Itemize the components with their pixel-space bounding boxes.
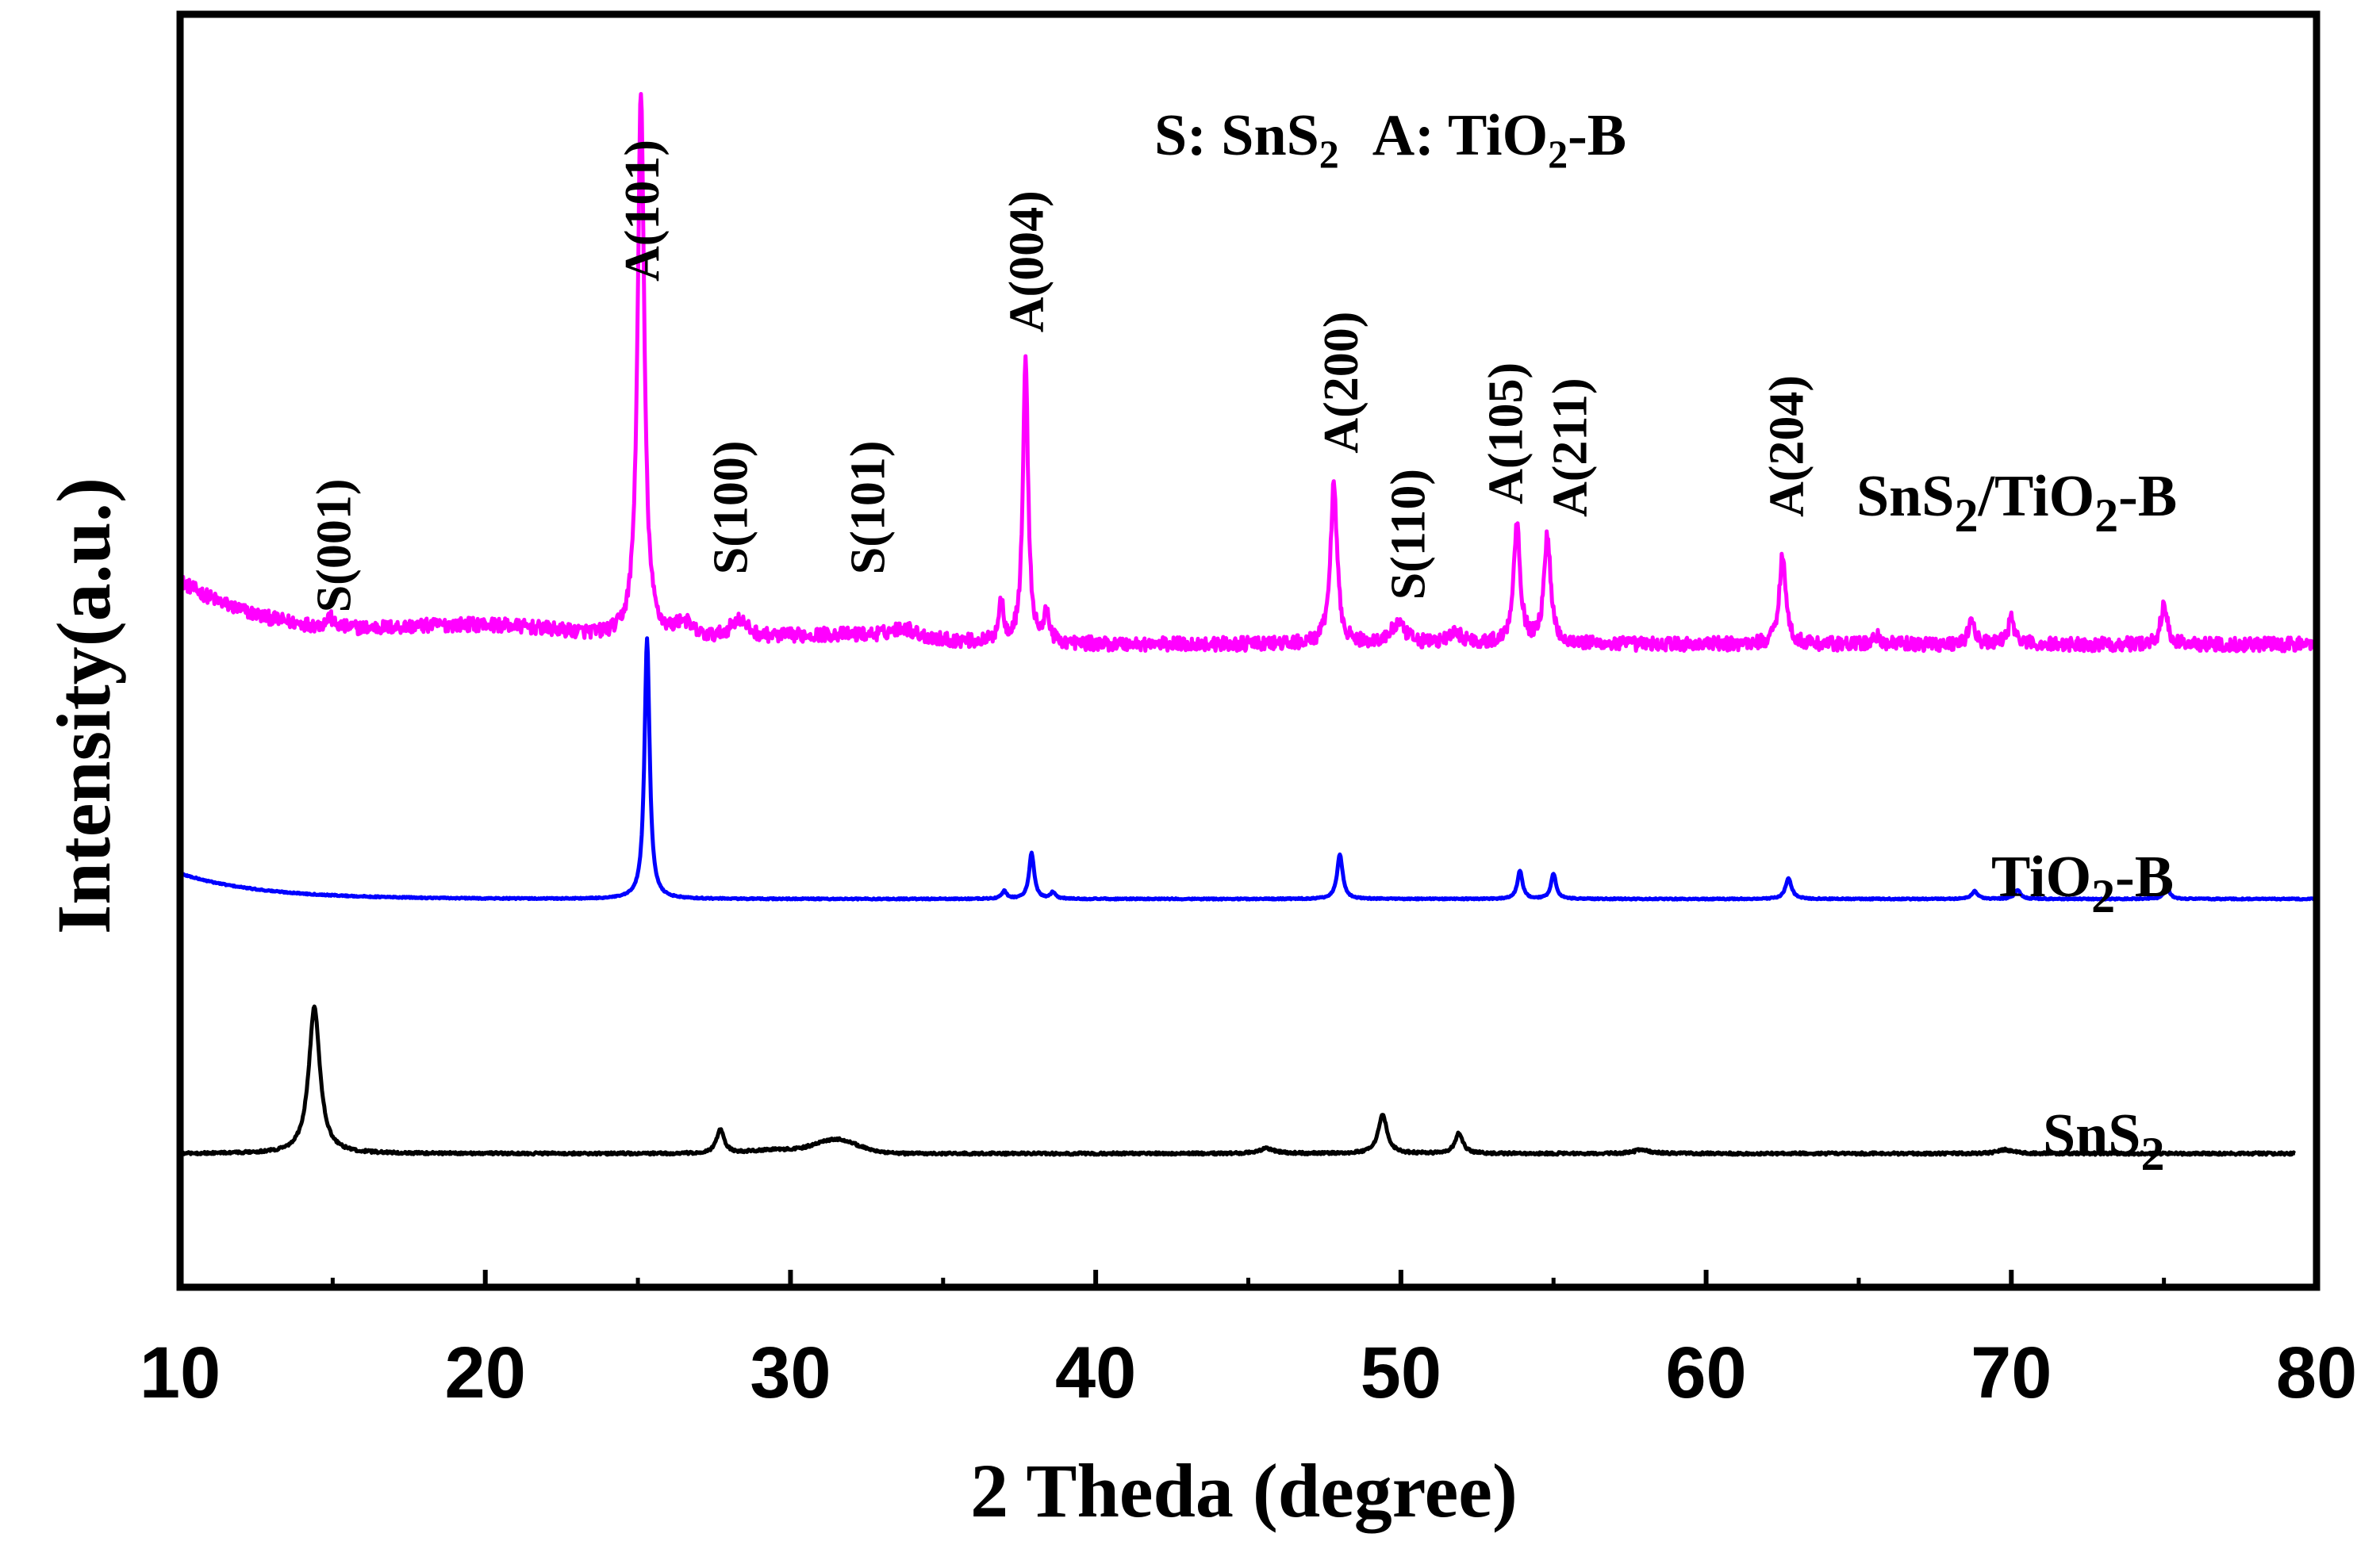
label-part: TiO bbox=[1991, 845, 2091, 910]
peak-label: A(101) bbox=[616, 140, 670, 282]
peak-label: S(001) bbox=[307, 479, 361, 613]
x-tick-label: 50 bbox=[1361, 1332, 1441, 1413]
x-tick-label: 20 bbox=[445, 1332, 526, 1413]
x-tick-label: 70 bbox=[1971, 1332, 2052, 1413]
label-part: SnS bbox=[1856, 464, 1954, 529]
peak-label: S(101) bbox=[842, 440, 896, 574]
series-label-tio2-b: TiO2-B bbox=[1991, 845, 2174, 922]
phase-key: S: SnS2 A: TiO2-B bbox=[1154, 103, 1626, 176]
peak-label: S(110) bbox=[1382, 469, 1436, 600]
peak-label: A(204) bbox=[1760, 375, 1814, 517]
y-axis-label: Intensity(a.u.) bbox=[41, 477, 126, 934]
series-label-sns2-tio2-b: SnS2/TiO2-B bbox=[1856, 464, 2177, 542]
x-axis-label: 2 Theda (degree) bbox=[970, 1448, 1518, 1533]
phase-key-s-subscript: 2 bbox=[1319, 132, 1339, 176]
peak-label: A(004) bbox=[1000, 190, 1054, 332]
label-subscript: 2 bbox=[2140, 1128, 2164, 1180]
phase-key-a: A: TiO bbox=[1372, 103, 1548, 168]
phase-key-a-subscript: 2 bbox=[1548, 132, 1568, 176]
peak-label: A(200) bbox=[1315, 312, 1368, 454]
peak-label: A(211) bbox=[1544, 378, 1598, 517]
x-tick-label: 80 bbox=[2276, 1332, 2357, 1413]
series-line-tio2-b bbox=[178, 636, 2319, 902]
series-line-sns2-tio2-b bbox=[178, 92, 2319, 654]
x-tick-label: 60 bbox=[1665, 1332, 1746, 1413]
label-subscript: 2 bbox=[2091, 870, 2115, 922]
peak-label: S(100) bbox=[704, 440, 758, 574]
label-part: SnS bbox=[2043, 1102, 2140, 1167]
label-part: -B bbox=[2115, 845, 2174, 910]
series-line-sns2 bbox=[178, 1004, 2297, 1157]
x-axis-ticks: 10 20 30 40 50 60 70 80 bbox=[140, 1270, 2357, 1413]
label-part: -B bbox=[2118, 464, 2177, 529]
phase-key-s: S: SnS bbox=[1154, 103, 1319, 168]
peak-label: A(105) bbox=[1480, 362, 1534, 504]
label-part: /TiO bbox=[1977, 464, 2094, 529]
peak-annotations: S(001) A(101) S(100) S(101) A(004) A(200) S(11… bbox=[307, 140, 1814, 612]
series-traces bbox=[178, 92, 2319, 1157]
label-subscript: 2 bbox=[1954, 489, 1978, 542]
series-label-sns2: SnS2 bbox=[2043, 1102, 2164, 1180]
phase-key-a-suffix: -B bbox=[1568, 103, 1626, 168]
label-subscript: 2 bbox=[2094, 489, 2118, 542]
x-tick-label: 10 bbox=[140, 1332, 221, 1413]
x-tick-label: 30 bbox=[750, 1332, 831, 1413]
x-tick-label: 40 bbox=[1055, 1332, 1136, 1413]
